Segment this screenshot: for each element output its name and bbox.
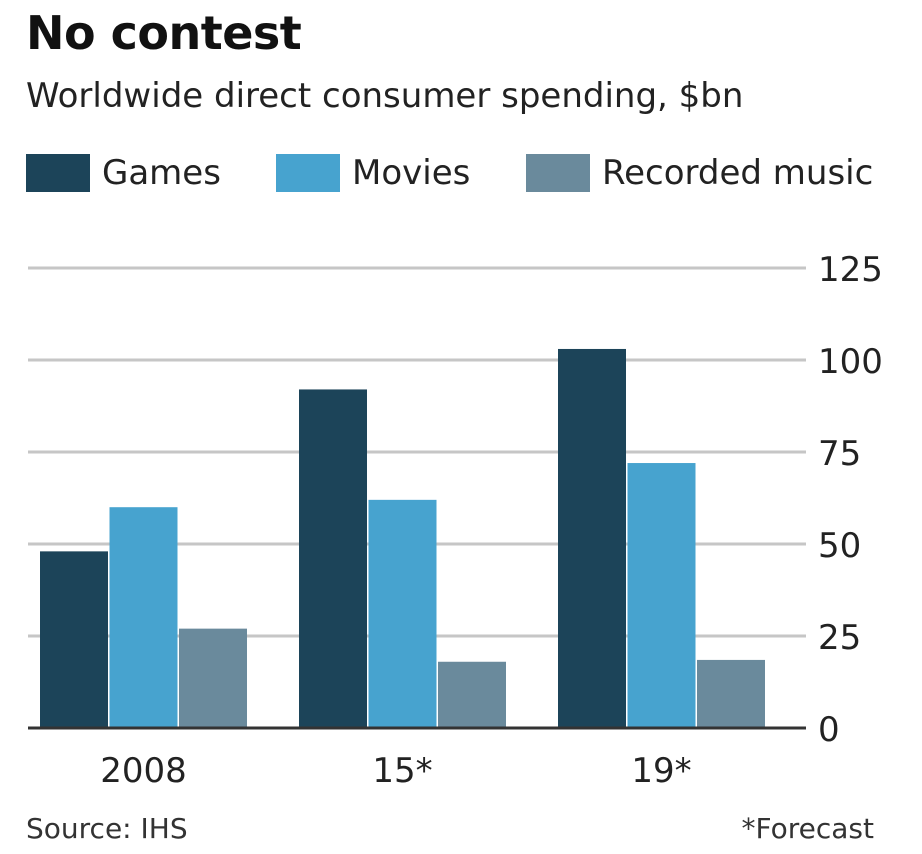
bar-games-2 [558, 348, 626, 728]
chart-title: No contest [26, 6, 302, 60]
y-tick-label-0: 0 [818, 710, 840, 750]
legend-swatch-movies [276, 154, 340, 192]
bar-movies-0 [109, 507, 178, 728]
y-tick-label-100: 100 [818, 342, 883, 382]
y-tick-label-50: 50 [818, 526, 861, 566]
legend-label-movies: Movies [352, 153, 471, 193]
bar-games-1 [299, 389, 367, 728]
bar-games-0 [40, 551, 108, 728]
bar-recorded-music-0 [179, 628, 247, 728]
x-tick-label-0: 2008 [100, 751, 187, 791]
source-note: Source: IHS [26, 812, 188, 845]
legend: Games Movies Recorded music [26, 150, 906, 196]
bar-movies-2 [627, 463, 696, 728]
legend-label-recorded-music: Recorded music [602, 153, 874, 193]
chart-subtitle: Worldwide direct consumer spending, $bn [26, 76, 744, 116]
legend-swatch-games [26, 154, 90, 192]
legend-item-recorded-music: Recorded music [526, 150, 873, 196]
x-tick-label-1: 15* [372, 751, 432, 791]
bar-recorded-music-2 [697, 659, 765, 728]
bar-movies-1 [368, 499, 437, 728]
y-tick-label-75: 75 [818, 434, 861, 474]
legend-label-games: Games [102, 153, 221, 193]
legend-swatch-recorded-music [526, 154, 590, 192]
x-tick-label-2: 19* [631, 751, 691, 791]
legend-item-games: Games [26, 150, 221, 196]
forecast-footnote: *Forecast [741, 812, 874, 845]
legend-item-movies: Movies [276, 150, 470, 196]
y-tick-label-25: 25 [818, 618, 861, 658]
bar-recorded-music-1 [438, 661, 506, 728]
y-tick-label-125: 125 [818, 250, 883, 290]
